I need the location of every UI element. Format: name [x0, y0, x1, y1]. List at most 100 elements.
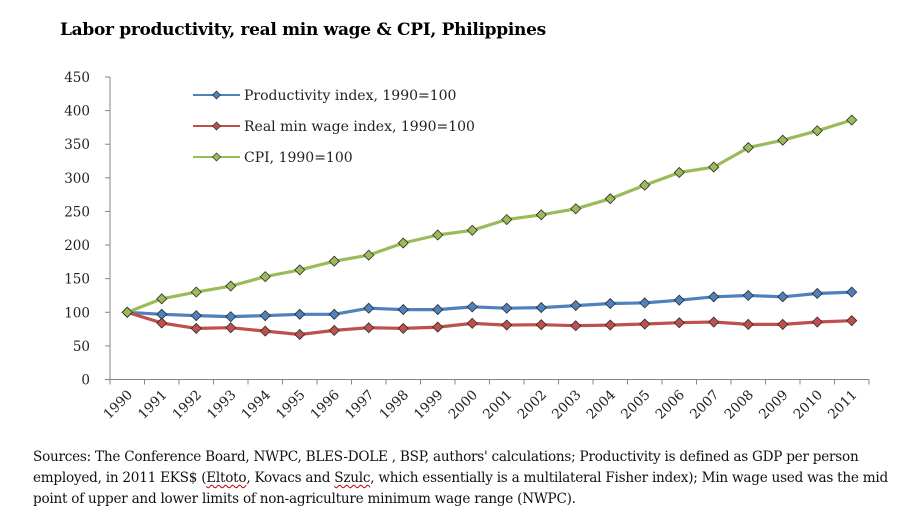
- x-tick-label: 1995: [273, 387, 309, 423]
- data-point-marker: [811, 287, 823, 300]
- sources-text-prefix: Sources: The Conference Board, NWPC, BLE…: [33, 449, 859, 486]
- legend-marker: [212, 152, 221, 162]
- data-point-marker: [432, 229, 444, 241]
- data-point-marker: [708, 316, 720, 328]
- data-point-marker: [294, 308, 306, 320]
- legend-label: Real min wage index, 1990=100: [244, 119, 475, 135]
- y-tick-label: 300: [64, 171, 90, 187]
- data-point-marker: [673, 317, 685, 329]
- data-point-marker: [501, 213, 513, 226]
- data-point-marker: [225, 280, 237, 292]
- x-tick-label: 1991: [135, 387, 171, 423]
- x-tick-label: 2011: [825, 387, 861, 423]
- x-tick-label: 2000: [445, 387, 481, 423]
- series-0: [121, 286, 858, 323]
- sources-text-mid: , Kovacs and: [246, 470, 335, 486]
- y-tick-label: 150: [64, 272, 90, 288]
- series-group: [121, 114, 858, 341]
- data-point-marker: [604, 297, 616, 310]
- x-tick-label: 2001: [480, 387, 516, 423]
- data-point-marker: [397, 237, 409, 249]
- legend-label: Productivity index, 1990=100: [244, 88, 456, 104]
- x-tick-label: 1992: [169, 387, 205, 423]
- data-point-marker: [535, 209, 547, 221]
- series-2: [121, 114, 858, 318]
- x-tick-label: 2006: [652, 387, 688, 423]
- data-point-marker: [673, 294, 685, 306]
- y-tick-label: 400: [64, 104, 90, 120]
- data-point-marker: [328, 324, 340, 336]
- legend-item: Productivity index, 1990=100: [193, 88, 456, 104]
- data-point-marker: [363, 302, 375, 314]
- x-tick-label: 2008: [721, 387, 757, 423]
- data-point-marker: [432, 321, 444, 333]
- data-point-marker: [363, 322, 375, 334]
- data-point-marker: [846, 114, 858, 126]
- data-point-marker: [466, 301, 478, 313]
- data-point-marker: [501, 302, 513, 314]
- data-point-marker: [294, 328, 306, 341]
- data-point-marker: [156, 293, 168, 305]
- data-point-marker: [708, 291, 720, 303]
- series-line: [125, 290, 854, 319]
- data-point-marker: [328, 255, 340, 267]
- data-point-marker: [777, 291, 789, 303]
- x-tick-label: 1994: [238, 387, 274, 423]
- chart-title: Labor productivity, real min wage & CPI,…: [60, 20, 546, 40]
- data-point-marker: [777, 134, 789, 146]
- data-point-marker: [742, 318, 754, 330]
- data-point-marker: [811, 316, 823, 328]
- data-point-marker: [570, 203, 582, 215]
- data-point-marker: [397, 304, 409, 316]
- legend-item: CPI, 1990=100: [193, 150, 353, 166]
- data-point-marker: [259, 325, 271, 337]
- data-point-marker: [742, 142, 754, 154]
- sources-note: Sources: The Conference Board, NWPC, BLE…: [33, 447, 893, 510]
- data-point-marker: [156, 317, 168, 329]
- x-tick-label: 1996: [307, 387, 343, 423]
- data-point-marker: [639, 318, 651, 330]
- x-tick-label: 2004: [583, 387, 619, 423]
- data-point-marker: [639, 179, 651, 191]
- data-point-marker: [190, 310, 202, 322]
- data-point-marker: [190, 322, 202, 334]
- y-tick-label: 200: [64, 238, 90, 254]
- data-point-marker: [397, 322, 409, 334]
- line-chart: 0501001502002503003504004501990199119921…: [64, 70, 870, 423]
- data-point-marker: [777, 318, 789, 330]
- data-point-marker: [708, 161, 720, 173]
- x-tick-label: 2010: [790, 387, 826, 423]
- data-point-marker: [639, 297, 651, 309]
- data-point-marker: [673, 166, 685, 179]
- x-tick-label: 2009: [756, 387, 792, 423]
- series-line: [125, 118, 854, 314]
- x-tick-label: 1997: [342, 387, 378, 423]
- data-point-marker: [570, 299, 582, 312]
- y-tick-label: 250: [64, 204, 90, 220]
- data-point-marker: [811, 125, 823, 137]
- x-tick-label: 1999: [411, 387, 447, 423]
- data-point-marker: [535, 302, 547, 314]
- data-point-marker: [259, 271, 271, 283]
- data-point-marker: [846, 315, 858, 327]
- data-point-marker: [432, 304, 444, 316]
- data-point-marker: [535, 319, 547, 331]
- data-point-marker: [466, 224, 478, 236]
- y-tick-label: 350: [64, 137, 90, 153]
- y-tick-label: 450: [64, 70, 90, 86]
- legend: Productivity index, 1990=100 Real min wag…: [193, 88, 475, 166]
- data-point-marker: [604, 319, 616, 331]
- legend-item: Real min wage index, 1990=100: [193, 119, 475, 135]
- data-point-marker: [466, 317, 478, 329]
- data-point-marker: [225, 311, 237, 323]
- x-tick-label: 1993: [204, 387, 240, 423]
- data-point-marker: [742, 289, 754, 302]
- x-tick-label: 2005: [618, 387, 654, 423]
- legend-marker: [212, 90, 221, 100]
- y-tick-label: 50: [73, 339, 90, 355]
- sources-text-suffix: , which essentially is a multilateral Fi…: [33, 470, 888, 507]
- data-point-marker: [570, 320, 582, 332]
- series-line: [125, 310, 854, 337]
- legend-marker: [212, 121, 221, 131]
- y-tick-label: 100: [64, 305, 90, 321]
